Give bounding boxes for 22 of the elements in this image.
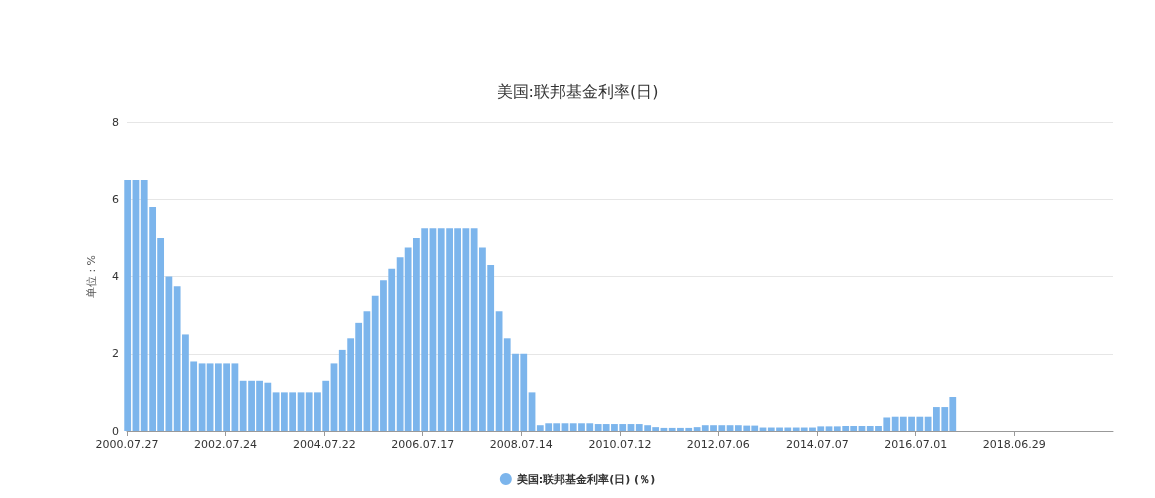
bar bbox=[124, 179, 132, 431]
x-tick-label: 2014.07.07 bbox=[785, 438, 849, 451]
x-tick-label: 2012.07.06 bbox=[686, 438, 750, 451]
y-tick-label: 4 bbox=[112, 270, 119, 283]
x-tick-label: 2008.07.14 bbox=[489, 438, 553, 451]
bar bbox=[561, 423, 569, 431]
y-tick-label: 0 bbox=[112, 424, 119, 438]
bar bbox=[825, 426, 833, 431]
y-axis-title: 单位 : % bbox=[85, 254, 98, 299]
x-tick-label: 2010.07.12 bbox=[588, 438, 652, 451]
y-tick-label: 6 bbox=[112, 192, 119, 206]
x-tick-label: 2018.06.29 bbox=[982, 438, 1046, 451]
y-tick-label: 2 bbox=[112, 347, 119, 361]
x-tick-label: 2016.07.01 bbox=[884, 438, 948, 451]
chart-title: 美国:联邦基金利率(日) bbox=[496, 81, 659, 101]
bar bbox=[726, 425, 734, 431]
legend-label: 美国:联邦基金利率(日) (％) bbox=[515, 472, 656, 486]
x-tick-label: 2004.07.22 bbox=[292, 438, 356, 451]
x-tick-label: 2000.07.27 bbox=[95, 438, 159, 451]
x-tick-label: 2006.07.17 bbox=[391, 438, 455, 451]
y-tick-label: 8 bbox=[112, 115, 119, 129]
x-tick-label: 2002.07.24 bbox=[194, 438, 258, 451]
